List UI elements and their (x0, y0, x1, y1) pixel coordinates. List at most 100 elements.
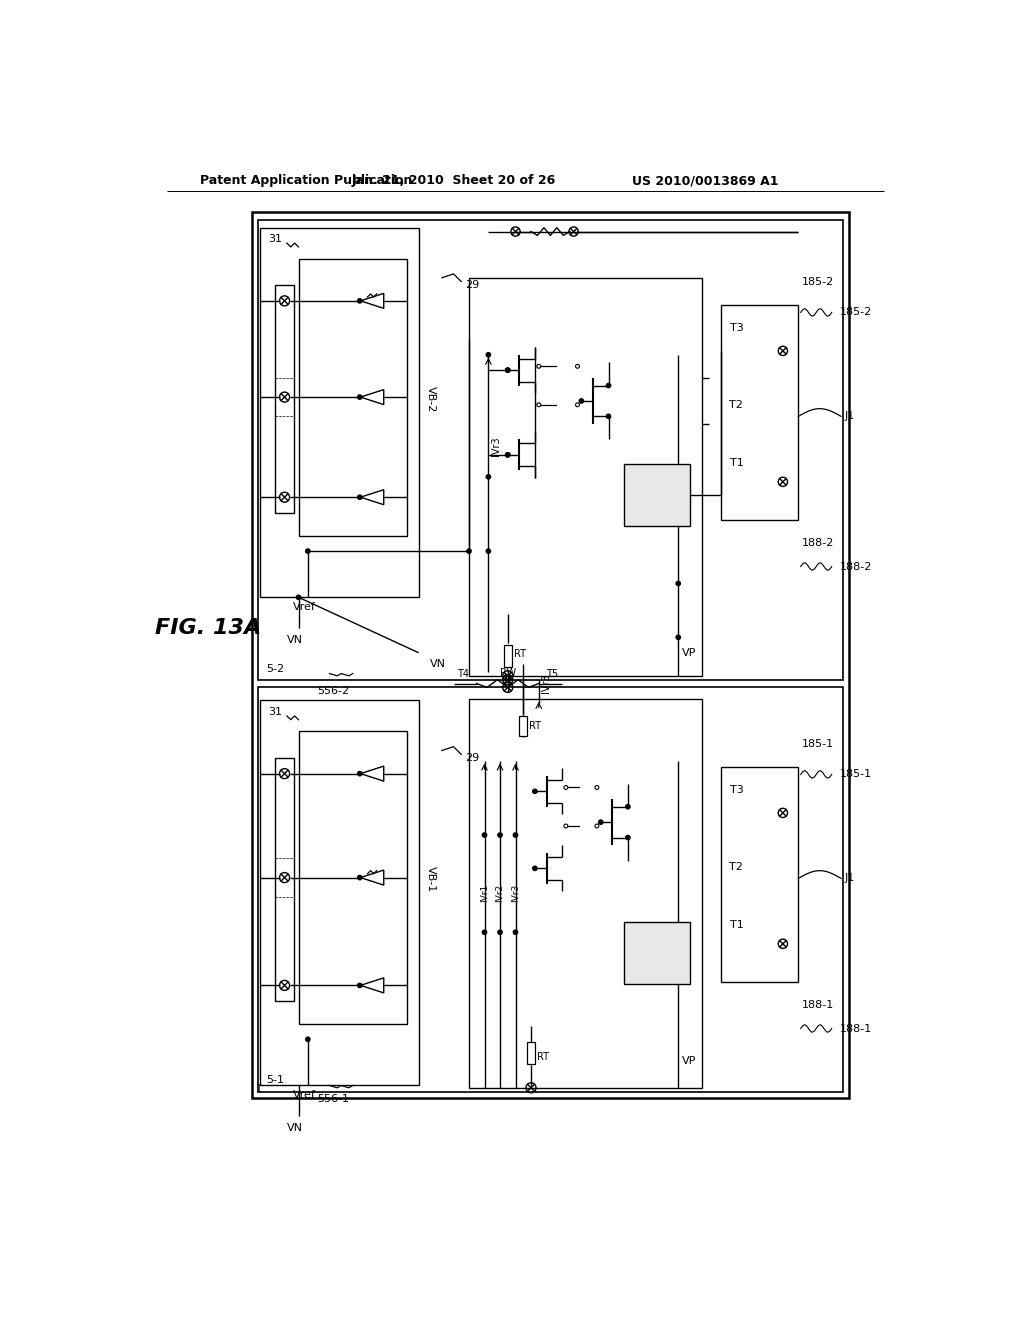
Text: US 2010/0013869 A1: US 2010/0013869 A1 (633, 174, 779, 187)
Text: VP: VP (682, 1056, 696, 1065)
Bar (252, 213, 849, 1098)
Text: 1: 1 (256, 1084, 262, 1094)
Text: 188-2: 188-2 (840, 561, 871, 572)
Circle shape (580, 399, 584, 403)
Text: 188-1: 188-1 (840, 1023, 871, 1034)
Text: T5: T5 (547, 669, 559, 680)
Circle shape (513, 931, 518, 935)
Text: RT: RT (538, 1052, 549, 1063)
Bar (299, 731, 407, 1024)
Circle shape (532, 789, 537, 793)
Circle shape (357, 298, 361, 304)
Text: T2: T2 (729, 862, 743, 871)
Text: 556-1: 556-1 (317, 1094, 349, 1105)
Text: VP: VP (682, 648, 696, 657)
Text: T3: T3 (729, 785, 743, 795)
Circle shape (506, 368, 510, 372)
Circle shape (498, 931, 502, 935)
Circle shape (357, 875, 361, 879)
Circle shape (506, 368, 510, 372)
Bar (299, 259, 407, 536)
Text: Patent Application Publication: Patent Application Publication (200, 174, 413, 187)
Circle shape (482, 833, 486, 837)
Circle shape (357, 495, 361, 499)
Bar (275, 758, 294, 1001)
Circle shape (296, 595, 301, 599)
Text: 185-1: 185-1 (802, 739, 835, 748)
Bar (721, 305, 799, 520)
Text: IVr3: IVr3 (511, 884, 520, 903)
Text: 185-2: 185-2 (802, 277, 835, 286)
Bar (519, 717, 527, 735)
Circle shape (357, 983, 361, 987)
Text: Vref: Vref (293, 1090, 315, 1100)
Circle shape (305, 549, 310, 553)
Text: J1: J1 (845, 874, 855, 883)
Text: RW: RW (500, 668, 516, 677)
Bar (469, 277, 701, 676)
Circle shape (599, 820, 603, 824)
Text: FIG. 13A: FIG. 13A (155, 618, 261, 638)
Circle shape (676, 635, 680, 639)
Circle shape (506, 453, 510, 457)
Text: RT: RT (514, 649, 526, 659)
Circle shape (626, 805, 630, 809)
Text: VB-2: VB-2 (426, 385, 436, 412)
Circle shape (486, 549, 490, 553)
Bar (258, 688, 843, 1092)
Text: IVr1: IVr1 (480, 884, 489, 903)
Text: T2: T2 (729, 400, 743, 409)
Circle shape (357, 771, 361, 776)
Circle shape (357, 395, 361, 399)
Text: 31: 31 (268, 234, 283, 244)
Circle shape (467, 549, 471, 553)
Bar (527, 1043, 535, 1064)
Bar (721, 767, 799, 982)
Text: T3: T3 (729, 323, 743, 333)
Circle shape (482, 931, 486, 935)
Text: VN: VN (287, 635, 303, 644)
Text: Vref: Vref (293, 602, 315, 611)
Text: 556-2: 556-2 (317, 686, 349, 696)
Bar (504, 645, 512, 667)
Circle shape (626, 836, 630, 840)
Circle shape (676, 581, 680, 586)
Text: VN: VN (287, 1123, 303, 1133)
Text: IVr3: IVr3 (490, 436, 501, 455)
Bar (275, 285, 294, 512)
Bar (624, 465, 690, 525)
Text: RT: RT (529, 721, 542, 731)
Circle shape (305, 1038, 310, 1041)
Circle shape (532, 866, 537, 870)
Text: 29: 29 (465, 754, 479, 763)
Circle shape (498, 833, 502, 837)
Text: VN: VN (430, 659, 446, 669)
Text: 188-2: 188-2 (802, 539, 835, 548)
Text: T1: T1 (729, 920, 743, 929)
Bar (260, 228, 419, 598)
Text: 188-1: 188-1 (802, 1001, 835, 1010)
Text: VB-1: VB-1 (426, 866, 436, 892)
Text: IVr2: IVr2 (496, 884, 505, 903)
Circle shape (606, 383, 610, 388)
Bar (260, 701, 419, 1085)
Text: 5-2: 5-2 (266, 664, 284, 673)
Text: T4: T4 (457, 669, 469, 680)
Text: IVr3: IVr3 (541, 673, 551, 693)
Circle shape (513, 833, 518, 837)
Circle shape (486, 352, 490, 356)
Text: 185-1: 185-1 (840, 770, 871, 779)
Bar (258, 220, 843, 680)
Text: 31: 31 (268, 708, 283, 717)
Text: J1: J1 (845, 412, 855, 421)
Text: 29: 29 (465, 280, 479, 290)
Circle shape (506, 453, 510, 457)
Bar (624, 923, 690, 983)
Text: Jan. 21, 2010  Sheet 20 of 26: Jan. 21, 2010 Sheet 20 of 26 (351, 174, 556, 187)
Text: 185-2: 185-2 (840, 308, 871, 317)
Bar (469, 700, 701, 1088)
Text: 5-1: 5-1 (266, 1076, 284, 1085)
Text: T1: T1 (729, 458, 743, 467)
Circle shape (606, 414, 610, 418)
Circle shape (486, 475, 490, 479)
